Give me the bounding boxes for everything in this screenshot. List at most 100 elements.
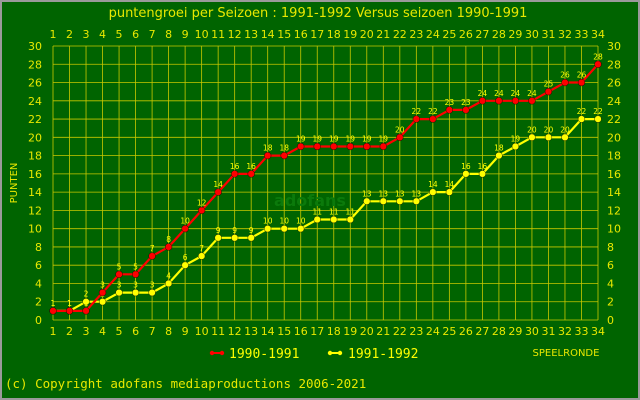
- data-label-1991-1992: 3: [133, 281, 138, 290]
- data-label-1991-1992: 16: [461, 162, 471, 171]
- x-tick-label-bottom-12: 12: [228, 325, 242, 338]
- data-label-1990-1991: 16: [246, 162, 256, 171]
- x-tick-label-top-33: 33: [574, 28, 588, 41]
- x-tick-label-bottom-14: 14: [261, 325, 275, 338]
- y-tick-label-left-14: 14: [28, 186, 42, 199]
- x-tick-label-top-12: 12: [228, 28, 242, 41]
- y-tick-label-right-28: 28: [607, 58, 621, 71]
- series-1991-1992: 1122333467999101010111111131313131414161…: [49, 107, 603, 315]
- data-point-1990-1991: [131, 270, 140, 278]
- y-tick-label-left-30: 30: [28, 40, 42, 53]
- x-tick-label-top-22: 22: [393, 28, 407, 41]
- y-tick-label-left-12: 12: [28, 204, 42, 217]
- data-point-1990-1991: [297, 142, 305, 151]
- data-point-1990-1991: [478, 97, 486, 105]
- data-point-1991-1992: [528, 133, 536, 141]
- data-label-1990-1991: 10: [180, 217, 190, 226]
- data-point-1990-1991: [462, 106, 470, 114]
- data-point-1990-1991: [330, 142, 338, 151]
- y-tick-label-left-28: 28: [28, 58, 42, 71]
- y-tick-label-right-12: 12: [607, 204, 621, 217]
- x-tick-label-top-20: 20: [360, 28, 374, 41]
- data-label-1991-1992: 13: [362, 189, 372, 198]
- data-point-1990-1991: [214, 188, 222, 196]
- legend-swatch-dot-1991-1992: [337, 350, 343, 356]
- x-tick-label-top-1: 1: [50, 28, 57, 41]
- x-tick-label-top-14: 14: [261, 28, 275, 41]
- data-label-1991-1992: 22: [577, 107, 587, 116]
- y-tick-label-right-24: 24: [607, 95, 621, 108]
- data-point-1991-1992: [363, 197, 371, 205]
- data-point-1990-1991: [429, 115, 437, 123]
- data-point-1990-1991: [115, 270, 123, 278]
- data-label-1991-1992: 20: [560, 125, 570, 134]
- x-tick-label-top-10: 10: [195, 28, 209, 41]
- y-tick-label-right-26: 26: [607, 77, 621, 90]
- data-label-1990-1991: 22: [428, 107, 438, 116]
- x-tick-label-bottom-7: 7: [149, 325, 156, 338]
- y-tick-label-left-22: 22: [28, 113, 42, 126]
- data-label-1990-1991: 19: [296, 134, 306, 143]
- y-tick-label-right-10: 10: [607, 223, 621, 236]
- x-tick-label-bottom-2: 2: [66, 325, 73, 338]
- data-point-1991-1992: [396, 197, 404, 205]
- y-tick-label-right-14: 14: [607, 186, 621, 199]
- x-tick-label-top-18: 18: [327, 28, 341, 41]
- x-tick-label-bottom-20: 20: [360, 325, 374, 338]
- data-label-1990-1991: 24: [478, 89, 488, 98]
- x-tick-label-top-23: 23: [409, 28, 423, 41]
- data-label-1991-1992: 18: [494, 144, 504, 153]
- x-tick-label-top-31: 31: [541, 28, 555, 41]
- x-tick-label-bottom-17: 17: [310, 325, 324, 338]
- data-point-1990-1991: [313, 142, 321, 151]
- data-point-1991-1992: [478, 170, 486, 178]
- data-label-1990-1991: 12: [197, 198, 207, 207]
- data-label-1991-1992: 10: [296, 217, 306, 226]
- data-point-1990-1991: [264, 152, 272, 160]
- x-tick-label-bottom-9: 9: [182, 325, 189, 338]
- data-point-1990-1991: [544, 88, 553, 96]
- legend-item-1990-1991: 1990-1991: [209, 347, 299, 362]
- data-label-1990-1991: 22: [412, 107, 422, 116]
- y-tick-label-right-8: 8: [607, 241, 614, 254]
- data-label-1991-1992: 11: [345, 208, 355, 217]
- y-tick-label-left-26: 26: [28, 77, 42, 90]
- data-label-1991-1992: 10: [263, 217, 273, 226]
- y-tick-label-right-20: 20: [607, 131, 621, 144]
- data-label-1990-1991: 24: [511, 89, 521, 98]
- copyright-text: (c) Copyright adofans mediaproductions 2…: [5, 376, 366, 391]
- y-axis-label: PUNTEN: [9, 163, 20, 204]
- y-tick-label-right-16: 16: [607, 168, 621, 181]
- chart-title: puntengroei per Seizoen : 1991-1992 Vers…: [109, 6, 528, 21]
- data-point-1990-1991: [65, 307, 74, 315]
- data-point-1991-1992: [544, 133, 553, 141]
- data-label-1991-1992: 6: [183, 253, 188, 262]
- data-point-1991-1992: [511, 142, 520, 151]
- x-tick-label-top-8: 8: [165, 28, 172, 41]
- legend-label-1990-1991: 1990-1991: [229, 347, 299, 362]
- data-label-1990-1991: 28: [593, 52, 603, 61]
- x-tick-label-bottom-8: 8: [165, 325, 172, 338]
- data-label-1990-1991: 5: [117, 262, 122, 271]
- x-tick-label-bottom-11: 11: [211, 325, 225, 338]
- x-tick-label-top-17: 17: [310, 28, 324, 41]
- data-point-1991-1992: [214, 234, 222, 242]
- x-tick-label-top-27: 27: [475, 28, 489, 41]
- x-tick-label-top-13: 13: [244, 28, 258, 41]
- data-label-1991-1992: 9: [216, 226, 221, 235]
- data-label-1990-1991: 16: [230, 162, 240, 171]
- data-point-1990-1991: [98, 289, 107, 297]
- data-label-1990-1991: 1: [51, 299, 56, 308]
- y-tick-label-left-20: 20: [28, 131, 42, 144]
- x-tick-label-bottom-6: 6: [132, 325, 139, 338]
- data-point-1991-1992: [115, 289, 123, 297]
- y-tick-label-left-18: 18: [28, 150, 42, 163]
- data-point-1991-1992: [148, 289, 156, 297]
- x-tick-label-top-11: 11: [211, 28, 225, 41]
- x-tick-label-top-19: 19: [343, 28, 357, 41]
- x-tick-label-bottom-4: 4: [99, 325, 106, 338]
- x-tick-label-bottom-29: 29: [508, 325, 522, 338]
- x-tick-label-bottom-1: 1: [50, 325, 57, 338]
